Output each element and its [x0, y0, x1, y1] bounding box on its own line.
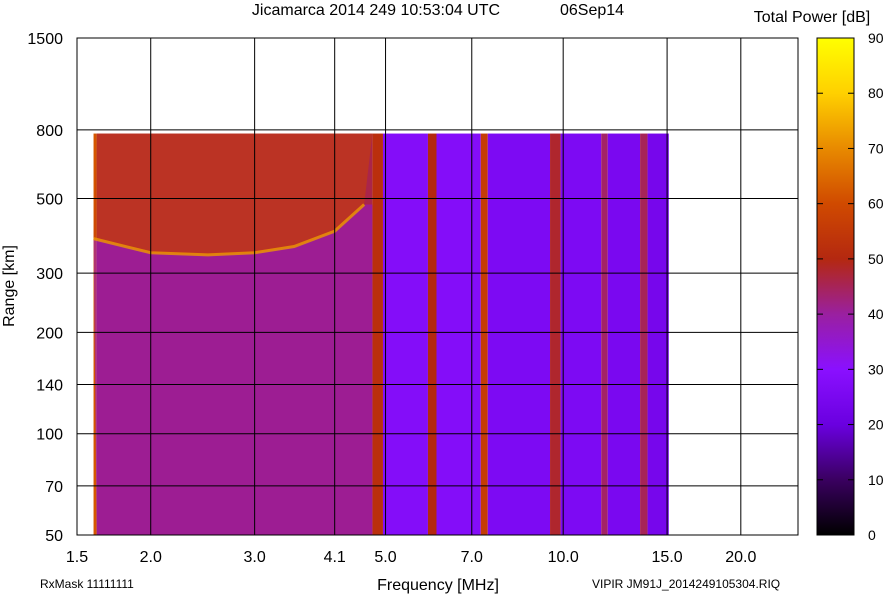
y-tick-label: 50 [45, 528, 63, 545]
colorbar-ticks: 0 10 20 30 40 50 60 70 80 90 [817, 30, 884, 543]
y-axis-label: Range [km] [1, 245, 18, 327]
x-axis-label: Frequency [MHz] [377, 577, 499, 594]
x-tick-label: 7.0 [461, 549, 483, 566]
y-tick-label: 800 [36, 123, 63, 140]
frequency-band [382, 133, 428, 535]
x-tick-label: 10.0 [548, 549, 579, 566]
frequency-band [480, 133, 488, 535]
colorbar-tick-label: 80 [868, 85, 884, 101]
y-tick-label: 500 [36, 192, 63, 209]
frequency-band [601, 133, 608, 535]
frequency-band [550, 133, 561, 535]
heatmap [93, 133, 669, 535]
colorbar-tick-label: 40 [868, 306, 884, 322]
y-tick-label: 200 [36, 325, 63, 342]
frequency-band [560, 133, 602, 535]
y-tick-label: 1500 [27, 31, 63, 48]
y-tick-label: 140 [36, 378, 63, 395]
x-tick-label: 5.0 [374, 549, 396, 566]
colorbar-tick-label: 60 [868, 196, 884, 212]
colorbar-tick-label: 50 [868, 251, 884, 267]
echo-upper-region [93, 133, 373, 255]
frequency-band [607, 133, 641, 535]
y-tick-label: 100 [36, 427, 63, 444]
frequency-band [372, 133, 383, 535]
colorbar-tick-label: 10 [868, 472, 884, 488]
colorbar-tick-label: 90 [868, 30, 884, 46]
y-tick-label: 300 [36, 266, 63, 283]
x-tick-label: 3.0 [244, 549, 266, 566]
frequency-band [487, 133, 551, 535]
colorbar [816, 37, 855, 536]
x-tick-label: 4.1 [324, 549, 346, 566]
colorbar-tick-label: 30 [868, 361, 884, 377]
filename-label: VIPIR JM91J_2014249105304.RIQ [592, 577, 780, 591]
rxmask-label: RxMask 11111111 [40, 577, 134, 591]
colorbar-tick-label: 0 [868, 527, 876, 543]
grid [77, 38, 798, 535]
y-tick-labels: 50 70 100 140 200 300 500 800 1500 [27, 31, 63, 545]
chart-date: 06Sep14 [560, 2, 624, 19]
frequency-band [647, 133, 669, 535]
colorbar-tick-label: 70 [868, 140, 884, 156]
chart-title: Jicamarca 2014 249 10:53:04 UTC [252, 2, 500, 19]
x-tick-labels: 1.5 2.0 3.0 4.1 5.0 7.0 10.0 15.0 20.0 [66, 549, 757, 566]
frequency-band [427, 133, 437, 535]
frequency-band [436, 133, 481, 535]
x-tick-label: 20.0 [725, 549, 756, 566]
colorbar-title: Total Power [dB] [754, 9, 871, 26]
x-tick-label: 2.0 [140, 549, 162, 566]
y-tick-label: 70 [45, 479, 63, 496]
plot-frame [76, 37, 799, 536]
frequency-band [640, 133, 648, 535]
lower-region [93, 204, 373, 535]
x-tick-label: 15.0 [652, 549, 683, 566]
x-tick-label: 1.5 [66, 549, 88, 566]
colorbar-tick-label: 20 [868, 417, 884, 433]
